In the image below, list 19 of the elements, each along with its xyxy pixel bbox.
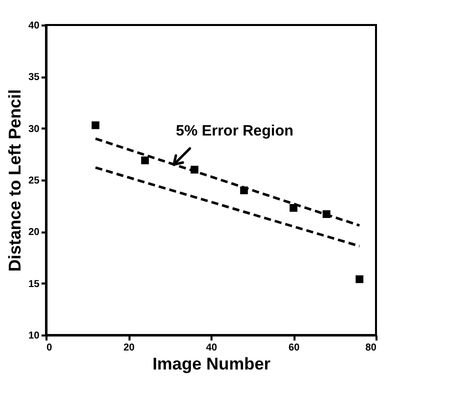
- y-tick-label: 10: [28, 330, 40, 342]
- x-tick-label: 80: [365, 342, 377, 354]
- x-tick-label: 60: [288, 342, 300, 354]
- x-tick-label: 0: [46, 342, 52, 354]
- y-tick-label: 25: [28, 176, 40, 186]
- y-axis-title: Distance to Left Pencil: [5, 89, 24, 272]
- point: [141, 156, 149, 164]
- annotation: 5% Error Region: [176, 122, 294, 140]
- x-tick-label: 20: [123, 342, 135, 354]
- y-tick-label: 15: [28, 278, 40, 290]
- point: [356, 275, 364, 284]
- y-tick-label: 35: [28, 72, 40, 84]
- x-axis-title: Image Number: [152, 354, 271, 374]
- y-tick-label: 30: [28, 124, 40, 135]
- point: [92, 121, 100, 130]
- point: [290, 204, 298, 212]
- y-tick-label: 40: [28, 20, 40, 32]
- x-tick-label: 40: [206, 342, 218, 354]
- y-tick-label: 20: [28, 227, 40, 238]
